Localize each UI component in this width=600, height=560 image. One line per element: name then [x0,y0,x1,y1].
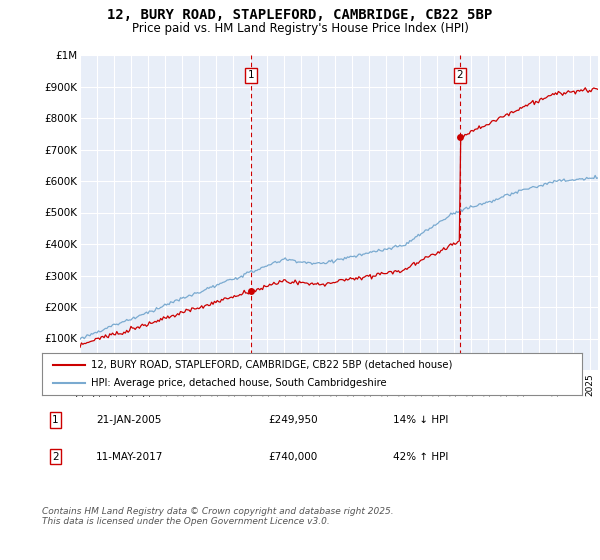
Text: 42% ↑ HPI: 42% ↑ HPI [393,452,448,462]
Text: 12, BURY ROAD, STAPLEFORD, CAMBRIDGE, CB22 5BP: 12, BURY ROAD, STAPLEFORD, CAMBRIDGE, CB… [107,8,493,22]
Text: 14% ↓ HPI: 14% ↓ HPI [393,415,448,425]
Text: £249,950: £249,950 [269,415,319,425]
Text: 2: 2 [52,452,59,462]
Text: HPI: Average price, detached house, South Cambridgeshire: HPI: Average price, detached house, Sout… [91,378,386,388]
Text: £740,000: £740,000 [269,452,318,462]
Text: 11-MAY-2017: 11-MAY-2017 [96,452,163,462]
Text: 21-JAN-2005: 21-JAN-2005 [96,415,161,425]
Text: 1: 1 [248,71,254,81]
Text: Contains HM Land Registry data © Crown copyright and database right 2025.
This d: Contains HM Land Registry data © Crown c… [42,507,394,526]
Text: 1: 1 [52,415,59,425]
Text: 12, BURY ROAD, STAPLEFORD, CAMBRIDGE, CB22 5BP (detached house): 12, BURY ROAD, STAPLEFORD, CAMBRIDGE, CB… [91,360,452,370]
Text: 2: 2 [457,71,463,81]
Text: Price paid vs. HM Land Registry's House Price Index (HPI): Price paid vs. HM Land Registry's House … [131,22,469,35]
